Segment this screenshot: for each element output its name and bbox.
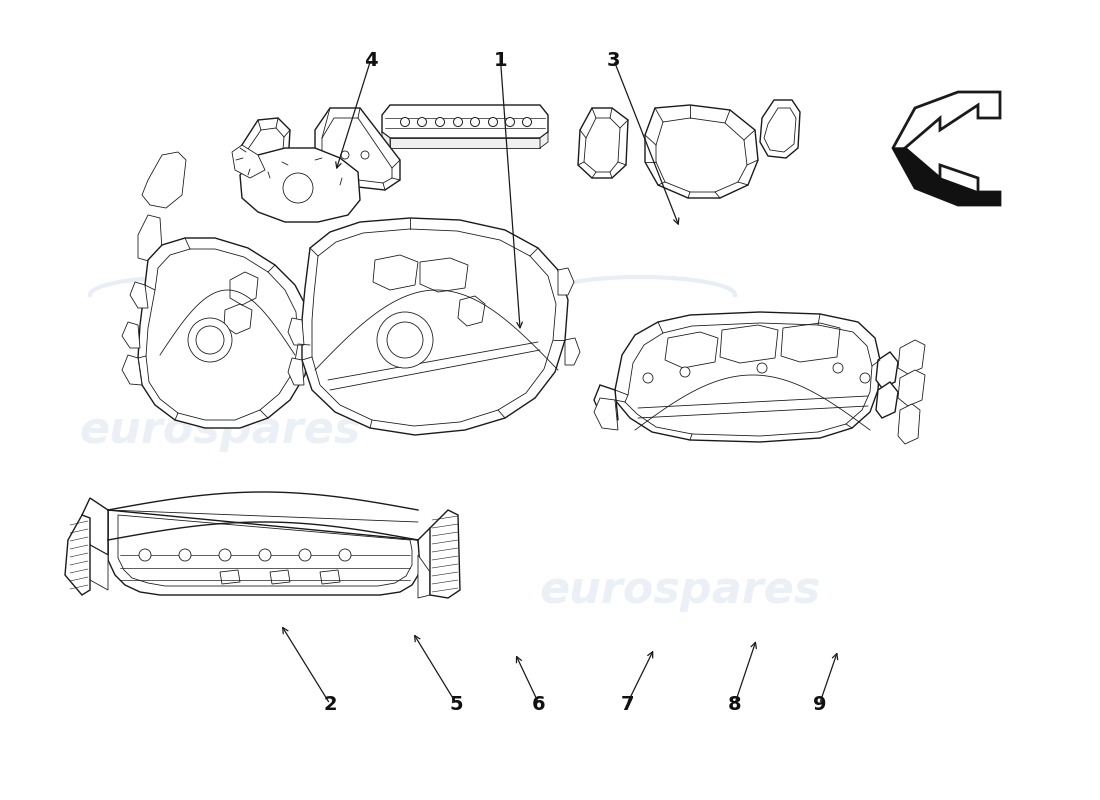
Circle shape bbox=[387, 322, 424, 358]
Polygon shape bbox=[108, 510, 420, 595]
Circle shape bbox=[377, 312, 433, 368]
Polygon shape bbox=[302, 218, 568, 435]
Circle shape bbox=[219, 549, 231, 561]
Circle shape bbox=[179, 549, 191, 561]
Polygon shape bbox=[288, 358, 304, 385]
Circle shape bbox=[139, 549, 151, 561]
Text: 3: 3 bbox=[607, 50, 620, 70]
Polygon shape bbox=[390, 138, 540, 148]
Circle shape bbox=[436, 118, 444, 126]
Text: 9: 9 bbox=[813, 694, 826, 714]
Circle shape bbox=[418, 118, 427, 126]
Polygon shape bbox=[138, 215, 162, 262]
Circle shape bbox=[860, 373, 870, 383]
Text: 2: 2 bbox=[323, 694, 337, 714]
Polygon shape bbox=[540, 132, 548, 148]
Polygon shape bbox=[430, 510, 460, 598]
Circle shape bbox=[453, 118, 462, 126]
Circle shape bbox=[680, 367, 690, 377]
Polygon shape bbox=[418, 555, 430, 598]
Polygon shape bbox=[876, 352, 898, 388]
Polygon shape bbox=[876, 382, 898, 418]
Text: eurospares: eurospares bbox=[79, 409, 361, 451]
Circle shape bbox=[196, 326, 224, 354]
Circle shape bbox=[361, 151, 368, 159]
Text: 5: 5 bbox=[450, 694, 463, 714]
Polygon shape bbox=[232, 145, 265, 178]
Polygon shape bbox=[315, 108, 400, 190]
Circle shape bbox=[757, 363, 767, 373]
Polygon shape bbox=[382, 105, 548, 138]
Circle shape bbox=[283, 173, 313, 203]
Polygon shape bbox=[594, 398, 618, 430]
Polygon shape bbox=[418, 528, 438, 572]
Polygon shape bbox=[893, 148, 1000, 205]
Text: 6: 6 bbox=[532, 694, 546, 714]
Polygon shape bbox=[898, 404, 920, 444]
Polygon shape bbox=[65, 515, 90, 595]
Polygon shape bbox=[236, 118, 290, 178]
Polygon shape bbox=[82, 498, 108, 555]
Text: 7: 7 bbox=[620, 694, 634, 714]
Circle shape bbox=[522, 118, 531, 126]
Polygon shape bbox=[138, 238, 310, 428]
Circle shape bbox=[488, 118, 497, 126]
Circle shape bbox=[471, 118, 480, 126]
Circle shape bbox=[339, 549, 351, 561]
Circle shape bbox=[299, 549, 311, 561]
Polygon shape bbox=[645, 105, 758, 198]
Polygon shape bbox=[130, 282, 148, 308]
Polygon shape bbox=[122, 322, 140, 348]
Polygon shape bbox=[893, 92, 1000, 205]
Polygon shape bbox=[122, 355, 142, 385]
Polygon shape bbox=[898, 340, 925, 374]
Polygon shape bbox=[615, 312, 880, 442]
Circle shape bbox=[188, 318, 232, 362]
Circle shape bbox=[644, 373, 653, 383]
Polygon shape bbox=[240, 148, 360, 222]
Circle shape bbox=[506, 118, 515, 126]
Text: 4: 4 bbox=[364, 50, 377, 70]
Polygon shape bbox=[382, 132, 390, 148]
Text: 1: 1 bbox=[494, 50, 507, 70]
Polygon shape bbox=[142, 152, 186, 208]
Polygon shape bbox=[558, 268, 574, 295]
Polygon shape bbox=[565, 338, 580, 365]
Circle shape bbox=[400, 118, 409, 126]
Polygon shape bbox=[898, 370, 925, 406]
Polygon shape bbox=[760, 100, 800, 158]
Polygon shape bbox=[288, 318, 304, 345]
Polygon shape bbox=[578, 108, 628, 178]
Polygon shape bbox=[594, 385, 618, 420]
Circle shape bbox=[341, 151, 349, 159]
Text: eurospares: eurospares bbox=[539, 569, 821, 611]
Text: 8: 8 bbox=[728, 694, 741, 714]
Circle shape bbox=[258, 549, 271, 561]
Circle shape bbox=[833, 363, 843, 373]
Polygon shape bbox=[82, 545, 108, 590]
